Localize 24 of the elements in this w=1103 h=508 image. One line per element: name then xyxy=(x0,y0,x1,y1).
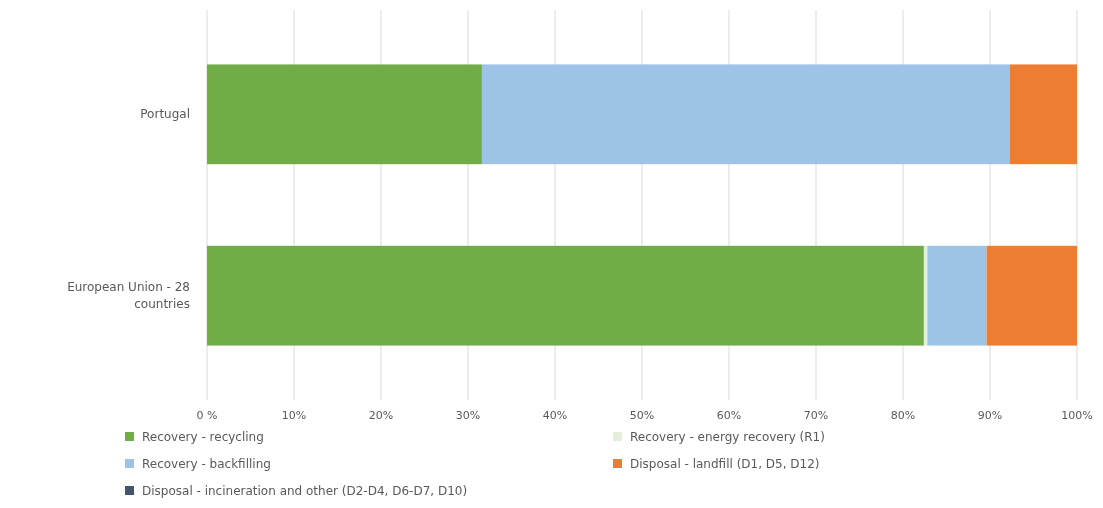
x-tick-label: 60% xyxy=(716,409,742,422)
bar xyxy=(207,64,482,165)
x-tick-label: 40% xyxy=(542,409,568,422)
x-tick-label: 90% xyxy=(977,409,1003,422)
legend-label: Disposal - landfill (D1, D5, D12) xyxy=(630,457,820,471)
x-tick-label: 10% xyxy=(281,409,307,422)
bar xyxy=(481,64,1011,165)
legend-label: Recovery - recycling xyxy=(142,430,264,444)
bar xyxy=(207,245,924,346)
x-tick-label: 80% xyxy=(890,409,916,422)
y-tick-label: Portugal xyxy=(140,107,190,122)
legend-label: Recovery - backfilling xyxy=(142,457,271,471)
bar xyxy=(986,245,1077,346)
x-tick-label: 0 % xyxy=(196,409,218,422)
bar xyxy=(1010,64,1077,165)
x-tick-label: 70% xyxy=(803,409,829,422)
legend-label: Disposal - incineration and other (D2-D4, D6-D7, D10) xyxy=(142,484,468,498)
x-tick-label: 100% xyxy=(1061,409,1093,422)
x-tick-label: 50% xyxy=(629,409,655,422)
y-tick-label: European Union - 28 countries xyxy=(67,280,190,312)
legend-label: Recovery - energy recovery (R1) xyxy=(630,430,825,444)
x-tick-label: 30% xyxy=(455,409,481,422)
bar xyxy=(927,245,987,346)
x-tick-label: 20% xyxy=(368,409,394,422)
